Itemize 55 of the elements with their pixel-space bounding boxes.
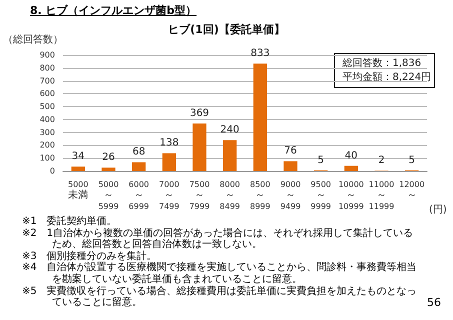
x-tick-label: 12000～ (399, 180, 425, 201)
chart-title: ヒブ(1回)【委託単価】 (168, 23, 285, 36)
y-tick-label: 300 (40, 128, 55, 137)
annotation: 総回答数：1,836 (342, 57, 422, 69)
bar (192, 123, 206, 171)
text: ※2 1自治体から複数の単価の回答があった場合には、それぞれ採用して集計しているため、総回答数と回答自治体数は一致しない。 (22, 228, 414, 250)
x-tick-label: 11000～11999 (368, 180, 394, 211)
y-tick-label: 0 (50, 166, 55, 176)
y-tick-label: 400 (40, 114, 55, 124)
data-label: 76 (284, 146, 297, 157)
bar (344, 166, 358, 171)
data-label: 68 (132, 146, 146, 158)
data-label: 2 (378, 155, 385, 166)
data-label: 34 (72, 151, 85, 162)
x-tick-label: 5000未満 (68, 180, 88, 201)
x-tick-label: 9000～9499 (280, 180, 301, 211)
x-tick-label: 10000～10999 (338, 180, 364, 211)
x-tick-label: 8000～8499 (220, 180, 240, 211)
y-tick-label: 900 (40, 50, 55, 60)
y-tick-label: 800 (40, 63, 55, 72)
x-tick-label: 9500～9999 (310, 180, 332, 211)
y-axis-title: （総回答数） (3, 34, 63, 46)
data-label: 5 (408, 154, 416, 166)
chart-subtitle: 8. ヒブ（インフルエンザ菌b型） (30, 3, 197, 18)
text: 56 (427, 296, 441, 309)
bar (71, 166, 85, 171)
text: ※1 委託契約単価。 (22, 216, 118, 228)
bar (284, 161, 298, 171)
y-tick-label: 500 (40, 102, 55, 112)
data-label: 138 (160, 138, 179, 149)
data-label: 40 (344, 150, 358, 162)
bar (223, 140, 237, 171)
x-tick-label: 7500～7999 (189, 180, 210, 211)
x-tick-label: 7000～7499 (158, 180, 180, 211)
x-tick-label: 6000～6999 (128, 180, 150, 211)
data-label: 26 (102, 152, 115, 164)
annotation: 平均金額：8,224円 (342, 71, 432, 83)
y-tick-label: 200 (40, 140, 55, 150)
x-tick-label: 5000～5999 (98, 180, 119, 211)
data-label: 5 (318, 154, 324, 166)
data-label: 369 (190, 108, 210, 119)
x-axis-title: (円) (429, 204, 447, 216)
data-label: 240 (220, 124, 240, 136)
data-label: 833 (250, 48, 270, 60)
bar (162, 153, 176, 171)
bar (132, 162, 146, 171)
x-tick-label: 8500～8999 (250, 180, 270, 211)
bar (253, 64, 267, 171)
text: ※5 実費徴収を行っている場合、総接種費用は委託単価に実費負担を加えたものとなっていることに留意。 (22, 286, 418, 309)
bar (102, 168, 116, 171)
y-tick-label: 600 (40, 89, 55, 98)
y-tick-label: 700 (40, 76, 55, 86)
text: ※4 自治体が設置する医療機関で接種を実施していることから、問診料・事務費等相当を勘案していない委託単価も含まれていることに留意。 (22, 262, 418, 286)
y-tick-label: 100 (40, 154, 55, 163)
text: ※3 個別接種分のみを集計。 (22, 250, 157, 262)
